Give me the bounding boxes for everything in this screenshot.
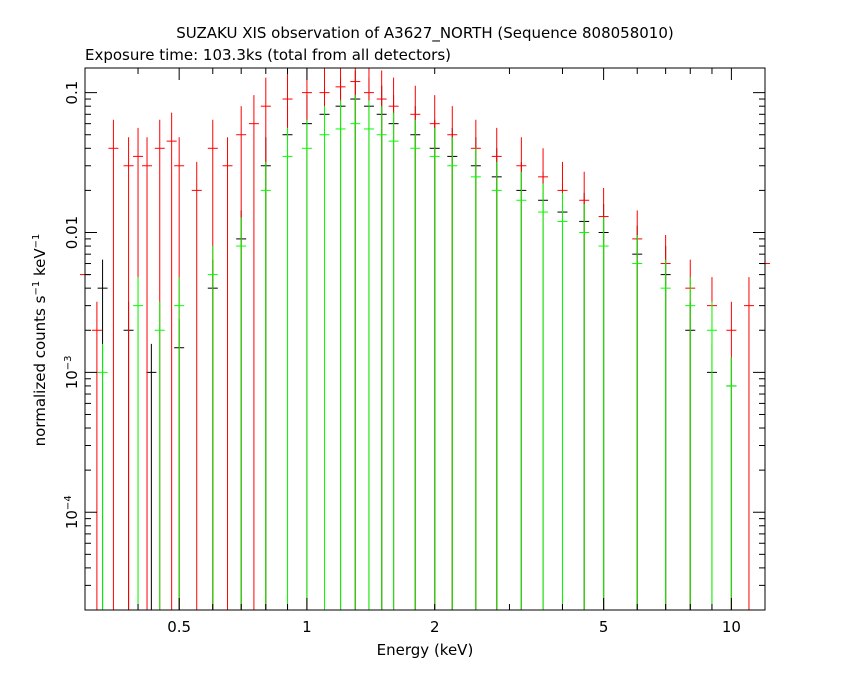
- x-tick-label: 10: [722, 618, 741, 636]
- x-tick-label: 2: [430, 618, 440, 636]
- plot-frame: [84, 67, 766, 611]
- y-axis-label-mid: keV: [31, 248, 49, 281]
- y-axis-label-sup2: −1: [31, 234, 42, 249]
- x-tick-label: 5: [599, 618, 609, 636]
- y-axis-label: normalized counts s−1 keV−1: [31, 234, 49, 447]
- y-tick-label: 10−4: [63, 495, 81, 529]
- plot-axes: 0.5 1 2 5 10 0.1 0.01 10−3 10−4: [63, 67, 766, 636]
- data-marks: [80, 68, 770, 610]
- y-tick-label: 10−3: [63, 355, 81, 389]
- series-group: [80, 68, 770, 610]
- y-tick-label: 0.1: [63, 81, 81, 105]
- y-axis-label-sup1: −1: [31, 281, 42, 296]
- y-tick-label: 0.01: [63, 216, 81, 249]
- x-axis-label: Energy (keV): [377, 641, 474, 659]
- y-axis-label-prefix: normalized counts s: [31, 295, 49, 446]
- chart-title: SUZAKU XIS observation of A3627_NORTH (S…: [176, 24, 674, 43]
- x-tick-label: 0.5: [167, 618, 191, 636]
- x-tick-label: 1: [302, 618, 312, 636]
- series-group: [97, 70, 737, 610]
- series-group: [97, 95, 737, 610]
- chart-subtitle: Exposure time: 103.3ks (total from all d…: [85, 46, 451, 64]
